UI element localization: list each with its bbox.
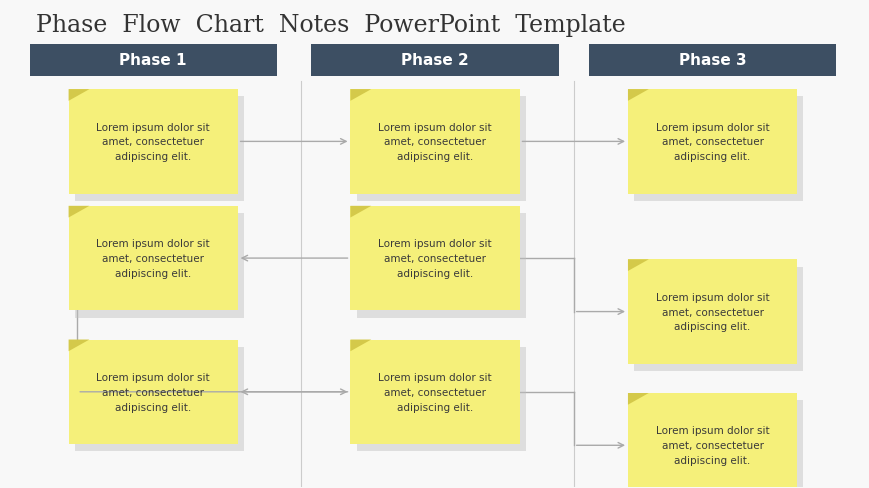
- FancyBboxPatch shape: [356, 97, 525, 202]
- Text: Lorem ipsum dolor sit
amet, consectetuer
adipiscing elit.: Lorem ipsum dolor sit amet, consectetuer…: [655, 122, 768, 162]
- FancyBboxPatch shape: [588, 45, 835, 77]
- Polygon shape: [627, 260, 648, 271]
- FancyBboxPatch shape: [634, 97, 802, 202]
- Text: Lorem ipsum dolor sit
amet, consectetuer
adipiscing elit.: Lorem ipsum dolor sit amet, consectetuer…: [96, 122, 209, 162]
- Text: Phase 3: Phase 3: [678, 53, 746, 68]
- Polygon shape: [350, 340, 371, 351]
- FancyBboxPatch shape: [634, 267, 802, 371]
- FancyBboxPatch shape: [75, 214, 243, 318]
- FancyBboxPatch shape: [356, 347, 525, 451]
- Polygon shape: [350, 206, 371, 218]
- Text: Phase 1: Phase 1: [119, 53, 187, 68]
- Text: Lorem ipsum dolor sit
amet, consectetuer
adipiscing elit.: Lorem ipsum dolor sit amet, consectetuer…: [655, 292, 768, 332]
- Polygon shape: [350, 90, 371, 102]
- FancyBboxPatch shape: [356, 214, 525, 318]
- Text: Lorem ipsum dolor sit
amet, consectetuer
adipiscing elit.: Lorem ipsum dolor sit amet, consectetuer…: [96, 372, 209, 412]
- FancyBboxPatch shape: [75, 347, 243, 451]
- FancyBboxPatch shape: [69, 90, 237, 194]
- Polygon shape: [69, 90, 90, 102]
- Text: Lorem ipsum dolor sit
amet, consectetuer
adipiscing elit.: Lorem ipsum dolor sit amet, consectetuer…: [378, 239, 491, 278]
- FancyBboxPatch shape: [627, 393, 796, 488]
- FancyBboxPatch shape: [627, 260, 796, 364]
- Polygon shape: [69, 340, 90, 351]
- FancyBboxPatch shape: [75, 97, 243, 202]
- FancyBboxPatch shape: [634, 401, 802, 488]
- Text: Lorem ipsum dolor sit
amet, consectetuer
adipiscing elit.: Lorem ipsum dolor sit amet, consectetuer…: [96, 239, 209, 278]
- FancyBboxPatch shape: [69, 340, 237, 444]
- Text: Lorem ipsum dolor sit
amet, consectetuer
adipiscing elit.: Lorem ipsum dolor sit amet, consectetuer…: [655, 426, 768, 465]
- Text: Phase  Flow  Chart  Notes  PowerPoint  Template: Phase Flow Chart Notes PowerPoint Templa…: [36, 14, 625, 37]
- Polygon shape: [627, 393, 648, 405]
- Polygon shape: [69, 206, 90, 218]
- Text: Lorem ipsum dolor sit
amet, consectetuer
adipiscing elit.: Lorem ipsum dolor sit amet, consectetuer…: [378, 372, 491, 412]
- FancyBboxPatch shape: [311, 45, 558, 77]
- Polygon shape: [627, 90, 648, 102]
- FancyBboxPatch shape: [69, 206, 237, 311]
- FancyBboxPatch shape: [350, 90, 519, 194]
- Text: Lorem ipsum dolor sit
amet, consectetuer
adipiscing elit.: Lorem ipsum dolor sit amet, consectetuer…: [378, 122, 491, 162]
- FancyBboxPatch shape: [350, 340, 519, 444]
- Text: Phase 2: Phase 2: [401, 53, 468, 68]
- FancyBboxPatch shape: [627, 90, 796, 194]
- FancyBboxPatch shape: [350, 206, 519, 311]
- FancyBboxPatch shape: [30, 45, 276, 77]
